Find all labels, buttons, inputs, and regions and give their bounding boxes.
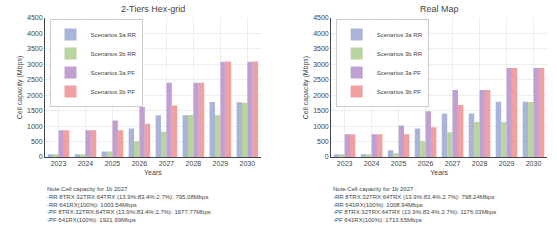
svg-text:1000: 1000 — [313, 123, 329, 130]
svg-text:Real Map: Real Map — [420, 4, 459, 14]
svg-text:2030: 2030 — [240, 160, 256, 167]
svg-text:Scenarios 3b PF: Scenarios 3b PF — [91, 89, 136, 95]
svg-text:2000: 2000 — [27, 92, 43, 99]
svg-text:Years: Years — [430, 169, 448, 176]
svg-text:2025: 2025 — [105, 160, 121, 167]
svg-text:3000: 3000 — [313, 61, 329, 68]
svg-text:1000: 1000 — [27, 123, 43, 130]
svg-text:Cell capacity (Mbps): Cell capacity (Mbps) — [16, 56, 24, 119]
svg-text:3000: 3000 — [27, 61, 43, 68]
svg-text:2028: 2028 — [186, 160, 202, 167]
svg-text:Scenarios 3a RR: Scenarios 3a RR — [91, 32, 137, 38]
svg-text:Scenarios 3a PF: Scenarios 3a PF — [377, 70, 422, 76]
svg-text:4000: 4000 — [27, 30, 43, 37]
svg-text:2024: 2024 — [78, 160, 94, 167]
svg-text:0: 0 — [39, 153, 43, 160]
svg-text:0: 0 — [325, 153, 329, 160]
svg-text:3500: 3500 — [27, 45, 43, 52]
svg-text:Years: Years — [144, 169, 162, 176]
svg-text:4500: 4500 — [313, 14, 329, 21]
svg-text:500: 500 — [31, 138, 43, 145]
svg-text:2024: 2024 — [364, 160, 380, 167]
svg-text:Note:Cell capacity for 1b 2027: Note:Cell capacity for 1b 2027-RR 8TRX:3… — [333, 186, 496, 223]
svg-text:3500: 3500 — [313, 45, 329, 52]
svg-text:2000: 2000 — [313, 92, 329, 99]
svg-text:1500: 1500 — [27, 107, 43, 114]
svg-text:2027: 2027 — [159, 160, 175, 167]
svg-text:500: 500 — [317, 138, 329, 145]
svg-text:2026: 2026 — [418, 160, 434, 167]
svg-text:Cell capacity (Mbps): Cell capacity (Mbps) — [302, 56, 310, 119]
svg-text:2023: 2023 — [51, 160, 67, 167]
svg-text:2025: 2025 — [391, 160, 407, 167]
svg-text:2028: 2028 — [472, 160, 488, 167]
svg-text:4500: 4500 — [27, 14, 43, 21]
svg-text:2030: 2030 — [526, 160, 542, 167]
svg-text:Scenarios 3a PF: Scenarios 3a PF — [91, 70, 136, 76]
svg-text:2029: 2029 — [499, 160, 515, 167]
svg-text:Scenarios 3b PF: Scenarios 3b PF — [377, 89, 422, 95]
svg-text:2023: 2023 — [337, 160, 353, 167]
svg-text:2-Tiers Hex-grid: 2-Tiers Hex-grid — [121, 4, 185, 14]
svg-text:2027: 2027 — [445, 160, 461, 167]
svg-text:1500: 1500 — [313, 107, 329, 114]
svg-text:2500: 2500 — [313, 76, 329, 83]
svg-text:Scenarios 3a RR: Scenarios 3a RR — [377, 32, 423, 38]
svg-text:Scenarios 3b RR: Scenarios 3b RR — [91, 51, 137, 57]
svg-text:2029: 2029 — [213, 160, 229, 167]
svg-text:4000: 4000 — [313, 30, 329, 37]
svg-text:Note:Cell capacity for 1b 2027: Note:Cell capacity for 1b 2027-RR 8TRX:3… — [47, 186, 211, 223]
svg-text:2500: 2500 — [27, 76, 43, 83]
svg-text:Scenarios 3b RR: Scenarios 3b RR — [377, 51, 423, 57]
svg-text:2026: 2026 — [132, 160, 148, 167]
